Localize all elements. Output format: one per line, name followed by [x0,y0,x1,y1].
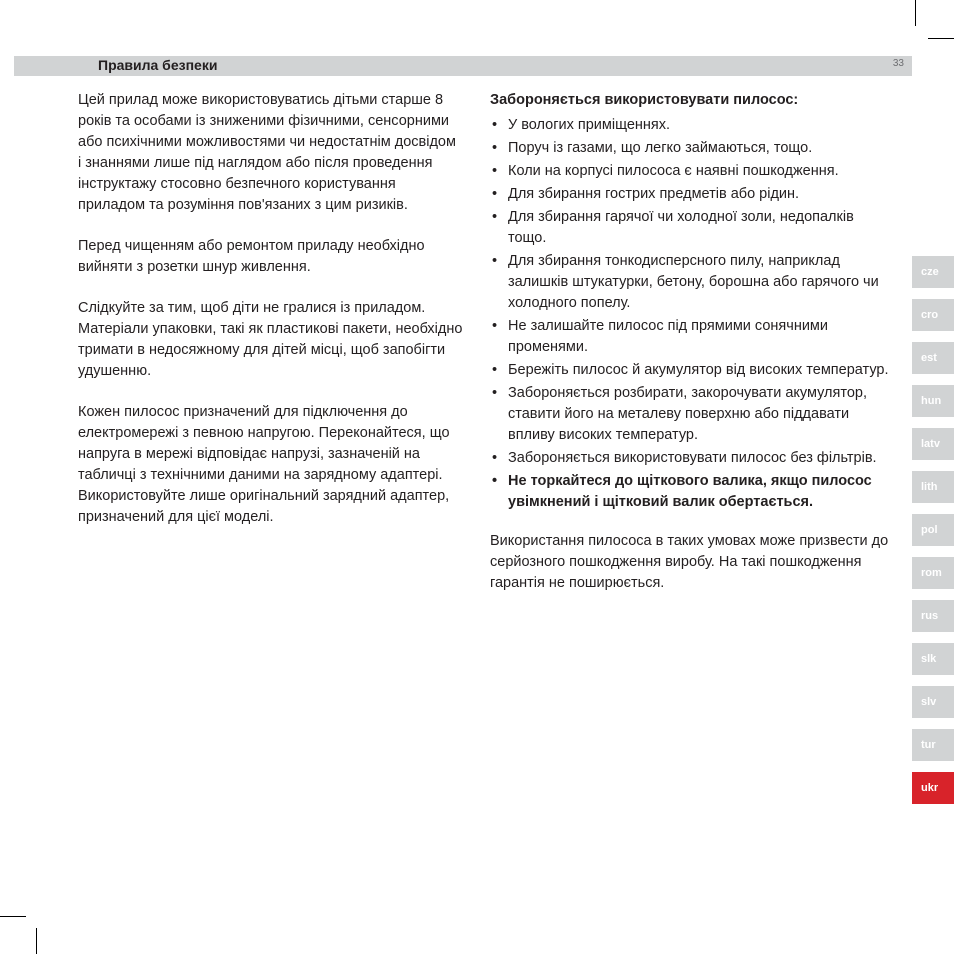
bullet-icon: • [492,251,497,272]
closing-paragraph: Використання пилососа в таких умовах мож… [490,531,890,594]
list-item-text: Бережіть пилосос й акумулятор від високи… [508,362,889,378]
list-item: • Для збирання гарячої чи холодної золи, … [490,207,890,249]
bullet-icon: • [492,360,497,381]
list-item-text: Не залишайте пилосос під прямими сонячни… [508,318,828,355]
lang-tab-est[interactable]: est [912,342,954,374]
language-tabs: cze cro est hun latv lith pol rom rus slk slv tur uk… [912,256,954,815]
list-item-text: Для збирання тонкодисперсного пилу, напр… [508,253,879,311]
list-item: • Забороняється використовувати пилосос б… [490,448,890,469]
list-item: • Для збирання гострих предметів або ріди… [490,184,890,205]
paragraph: Перед чищенням або ремонтом приладу необ… [78,236,463,278]
lang-tab-slv[interactable]: slv [912,686,954,718]
list-item-text: Не торкайтеся до щіткового валика, якщо … [508,473,872,510]
lang-tab-rom[interactable]: rom [912,557,954,589]
bullet-icon: • [492,383,497,404]
list-item-text: Забороняється використовувати пилосос бе… [508,450,877,466]
paragraph: Слідкуйте за тим, щоб діти не гралися із… [78,298,463,382]
list-item-text: Для збирання гострих предметів або рідин… [508,186,799,202]
list-item-text: Коли на корпусі пилососа є наявні пошкод… [508,163,839,179]
lang-tab-hun[interactable]: hun [912,385,954,417]
lang-tab-latv[interactable]: latv [912,428,954,460]
bullet-icon: • [492,316,497,337]
list-item: • Поруч із газами, що легко займаються, т… [490,138,890,159]
paragraph: Кожен пилосос призначений для підключенн… [78,402,463,528]
lang-tab-cro[interactable]: cro [912,299,954,331]
paragraph: Цей прилад може використовуватись дітьми… [78,90,463,216]
bullet-icon: • [492,448,497,469]
page-number: 33 [893,58,904,69]
lang-tab-lith[interactable]: lith [912,471,954,503]
lang-tab-cze[interactable]: cze [912,256,954,288]
crop-mark [915,0,916,26]
list-item: • Не залишайте пилосос під прямими сонячн… [490,316,890,358]
prohibited-list: • У вологих приміщеннях. • Поруч із газами,… [490,115,890,513]
list-item-text: Поруч із газами, що легко займаються, то… [508,140,812,156]
list-item-text: Забороняється розбирати, закорочувати ак… [508,385,867,443]
bullet-icon: • [492,207,497,228]
lang-tab-pol[interactable]: pol [912,514,954,546]
crop-mark [0,916,26,917]
list-item: • Забороняється розбирати, закорочувати а… [490,383,890,446]
prohibited-title: Забороняється використовувати пилосос: [490,90,890,111]
crop-mark [928,38,954,39]
list-item-text: У вологих приміщеннях. [508,117,670,133]
bullet-icon: • [492,115,497,136]
crop-mark [36,928,37,954]
list-item-text: Для збирання гарячої чи холодної золи, н… [508,209,854,246]
section-title: Правила безпеки [98,57,217,73]
left-column: Цей прилад може використовуватись дітьми… [78,90,463,548]
bullet-icon: • [492,471,497,492]
bullet-icon: • [492,161,497,182]
page: Правила безпеки 33 Цей прилад може викор… [0,0,954,954]
lang-tab-tur[interactable]: tur [912,729,954,761]
lang-tab-slk[interactable]: slk [912,643,954,675]
list-item: • Коли на корпусі пилососа є наявні пошко… [490,161,890,182]
lang-tab-rus[interactable]: rus [912,600,954,632]
list-item: • Не торкайтеся до щіткового валика, якщо… [490,471,890,513]
list-item: • Бережіть пилосос й акумулятор від висок… [490,360,890,381]
bullet-icon: • [492,138,497,159]
right-column: Забороняється використовувати пилосос: •… [490,90,890,594]
list-item: • Для збирання тонкодисперсного пилу, нап… [490,251,890,314]
bullet-icon: • [492,184,497,205]
lang-tab-ukr[interactable]: ukr [912,772,954,804]
list-item: • У вологих приміщеннях. [490,115,890,136]
